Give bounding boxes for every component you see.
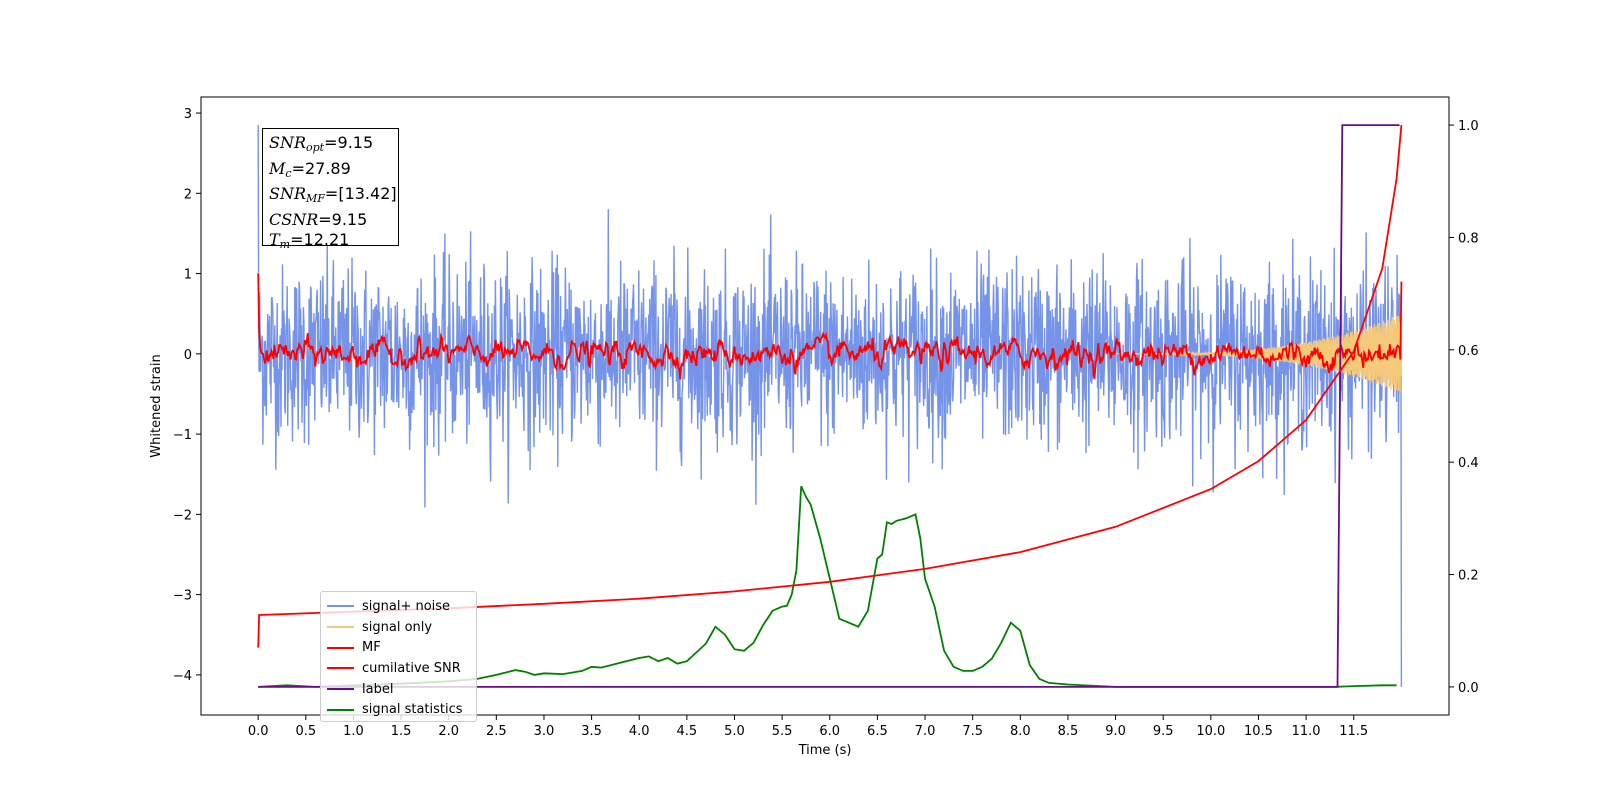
x-tick-label: 0.0 xyxy=(248,724,269,739)
y-axis-ticks: 3 2 1 0 −1 −2 −3 −4 xyxy=(173,107,201,684)
x-tick-label: 8.0 xyxy=(1010,724,1031,739)
y2-tick-label: 0.0 xyxy=(1458,681,1479,696)
info-snr-mf: SNRMF=[13.42] xyxy=(269,184,397,205)
y2-tick-label: 1.0 xyxy=(1458,119,1479,134)
y-axis-label: Whitened strain xyxy=(149,354,164,457)
y2-tick-label: 0.8 xyxy=(1458,231,1479,246)
x-tick-label: 3.0 xyxy=(534,724,555,739)
x-tick-label: 8.5 xyxy=(1058,724,1079,739)
x-tick-label: 6.5 xyxy=(867,724,888,739)
y2-axis-ticks: 1.0 0.8 0.6 0.4 0.2 0.0 xyxy=(1449,119,1479,696)
y-tick-label: 0 xyxy=(184,348,192,363)
y-tick-label: −1 xyxy=(173,428,192,443)
y-tick-label: −3 xyxy=(173,589,192,604)
x-tick-label: 6.0 xyxy=(819,724,840,739)
y2-tick-label: 0.4 xyxy=(1458,456,1479,471)
info-tm: Tm=12.21 xyxy=(269,230,350,251)
x-tick-label: 1.5 xyxy=(391,724,412,739)
x-axis-ticks: 0.0 0.5 1.0 1.5 2.0 2.5 3.0 3.5 4.0 4.5 5.0 5.5 6.0 6… xyxy=(248,715,1368,739)
legend-item-label: label xyxy=(327,679,470,700)
x-tick-label: 2.0 xyxy=(438,724,459,739)
legend-item-cumulative-snr: cumilative SNR xyxy=(327,658,470,679)
x-tick-label: 2.5 xyxy=(486,724,507,739)
x-tick-label: 11.0 xyxy=(1292,724,1321,739)
info-csnr: CSNR=9.15 xyxy=(269,209,368,229)
y-tick-label: −2 xyxy=(173,508,192,523)
x-tick-label: 7.5 xyxy=(962,724,983,739)
x-tick-label: 5.0 xyxy=(724,724,745,739)
x-tick-label: 7.0 xyxy=(915,724,936,739)
y-tick-label: 1 xyxy=(184,268,192,283)
info-snr-opt: SNRopt=9.15 xyxy=(269,133,374,154)
legend-item-signal-only: signal only xyxy=(327,617,470,638)
x-tick-label: 1.0 xyxy=(343,724,364,739)
series-signal-statistics xyxy=(258,485,1397,688)
legend-item-mf: MF xyxy=(327,637,470,658)
x-tick-label: 11.5 xyxy=(1339,724,1368,739)
x-tick-label: 9.0 xyxy=(1105,724,1126,739)
plot-frame xyxy=(200,96,1450,716)
y-tick-label: 2 xyxy=(184,187,192,202)
series-mf xyxy=(257,273,1403,381)
legend: signal+ noise signal only MF cumilative … xyxy=(320,591,477,722)
y-tick-label: 3 xyxy=(184,107,192,122)
series-label xyxy=(258,124,1400,688)
legend-item-signal-statistics: signal statistics xyxy=(327,699,470,720)
x-tick-label: 4.0 xyxy=(629,724,650,739)
x-tick-label: 3.5 xyxy=(581,724,602,739)
x-tick-label: 9.5 xyxy=(1153,724,1174,739)
x-tick-label: 0.5 xyxy=(295,724,316,739)
y2-tick-label: 0.6 xyxy=(1458,344,1479,359)
x-tick-label: 4.5 xyxy=(677,724,698,739)
info-mc: Mc=27.89 xyxy=(269,158,351,180)
legend-item-signal-noise: signal+ noise xyxy=(327,596,470,617)
x-axis-label: Time (s) xyxy=(798,743,852,758)
y-tick-label: −4 xyxy=(173,669,192,684)
x-tick-label: 5.5 xyxy=(772,724,793,739)
x-tick-label: 10.0 xyxy=(1196,724,1225,739)
info-box: SNRopt=9.15 Mc=27.89 SNRMF=[13.42] CSNR=… xyxy=(262,128,399,251)
y2-tick-label: 0.2 xyxy=(1458,569,1479,584)
x-tick-label: 10.5 xyxy=(1244,724,1273,739)
